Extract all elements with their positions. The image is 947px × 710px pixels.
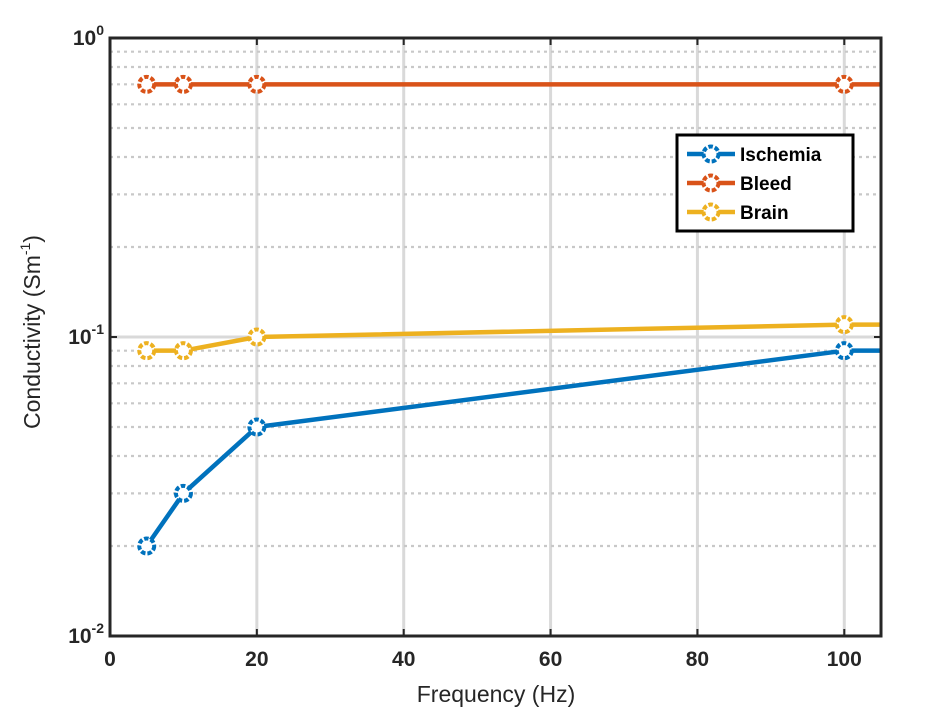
y-tick-label-base: 10 [68,326,91,349]
y-tick-label-exp: 0 [96,22,104,38]
legend-label-brain: Brain [740,203,789,224]
x-tick-label: 20 [245,648,268,671]
series-marker-bleed [247,74,267,94]
legend-marker-brain [701,202,721,222]
y-axis-title-end: ) [19,235,45,243]
tick-marks [109,37,881,637]
y-axis-title-main: Conductivity (Sm [19,255,45,429]
x-tick-label: 80 [686,648,709,671]
legend: Ischemia Bleed Brain [675,133,855,233]
x-tick-labels: 0 20 40 60 80 100 [104,648,862,671]
series-marker-ischemia [137,536,157,556]
y-tick-label-exp: -1 [92,321,105,337]
grid [110,36,881,638]
series-marker-ischemia [247,417,267,437]
series-marker-bleed [173,74,193,94]
x-axis-title: Frequency (Hz) [417,681,575,707]
x-tick-label: 60 [539,648,562,671]
x-tick-label: 40 [392,648,415,671]
x-tick-label: 0 [104,648,116,671]
x-tick-label: 100 [827,648,862,671]
series-marker-brain [247,327,267,347]
series-markers [137,74,854,556]
y-tick-label: 100 [73,22,104,50]
y-tick-label-base: 10 [73,27,96,50]
legend-marker-ischemia [701,144,721,164]
series-marker-brain [137,341,157,361]
series-marker-bleed [137,74,157,94]
series-marker-brain [173,341,193,361]
y-tick-label: 10-1 [68,321,104,349]
legend-label-ischemia: Ischemia [740,145,822,166]
series-marker-ischemia [834,341,854,361]
y-tick-label-base: 10 [68,625,91,648]
series-marker-brain [834,315,854,335]
y-axis-title: Conductivity (Sm-1) [17,235,45,429]
legend-marker-bleed [701,173,721,193]
legend-label-bleed: Bleed [740,174,792,195]
y-tick-label: 10-2 [68,620,104,648]
y-axis-title-sup: -1 [17,242,33,255]
series-marker-ischemia [173,483,193,503]
series-marker-bleed [834,74,854,94]
y-tick-label-exp: -2 [92,620,105,636]
